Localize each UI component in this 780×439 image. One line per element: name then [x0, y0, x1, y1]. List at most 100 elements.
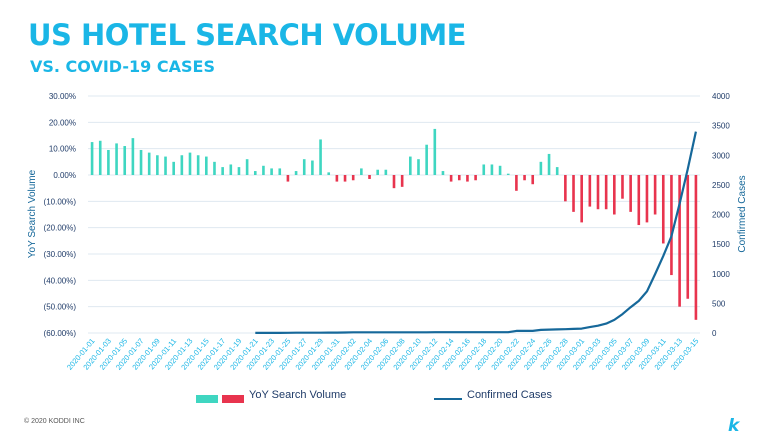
y-right-axis-label: Confirmed Cases [737, 175, 748, 252]
bar-yoy-2020-01-22 [262, 165, 265, 175]
bar-yoy-2020-03-15 [694, 175, 698, 320]
y-left-tick-label: (20.00%) [44, 224, 77, 233]
bar-yoy-2020-03-04 [604, 175, 608, 210]
bar-yoy-2020-03-06 [621, 175, 624, 199]
copyright: © 2020 KODDI INC [24, 418, 85, 425]
bar-yoy-2020-03-09 [645, 175, 649, 223]
bar-yoy-2020-02-28 [564, 175, 567, 202]
bar-series [90, 128, 698, 320]
bar-yoy-2020-02-25 [539, 161, 543, 175]
bar-yoy-2020-03-12 [670, 175, 673, 276]
bar-yoy-2020-01-23 [270, 168, 273, 175]
bar-yoy-2020-03-11 [661, 175, 665, 244]
chart-title: US HOTEL SEARCH VOLUME [28, 18, 467, 52]
bar-yoy-2020-01-06 [131, 138, 135, 175]
bar-yoy-2020-03-10 [653, 175, 657, 215]
bar-yoy-2020-03-03 [596, 175, 600, 210]
bar-yoy-2020-01-28 [311, 160, 314, 175]
bar-yoy-2020-01-18 [229, 164, 233, 175]
bar-yoy-2020-03-05 [613, 175, 616, 215]
axes: 30.00% 20.00% 10.00% 0.00% (10.00%) (20.00%) (… [27, 92, 748, 372]
bar-yoy-2020-01-05 [123, 146, 127, 175]
bar-yoy-2020-03-01 [580, 175, 583, 223]
y-right-tick-label: 4000 [712, 92, 730, 101]
bar-yoy-2020-02-07 [392, 175, 396, 189]
bar-yoy-2020-03-14 [686, 175, 690, 299]
bar-yoy-2020-01-29 [319, 139, 322, 175]
bar-yoy-2020-02-23 [523, 175, 526, 181]
bar-yoy-2020-02-03 [360, 168, 363, 175]
y-right-tick-label: 1000 [712, 270, 730, 279]
bar-yoy-2020-01-24 [278, 168, 282, 175]
legend-swatch-negative [222, 395, 244, 403]
chart-subtitle: VS. COVID-19 CASES [30, 57, 215, 76]
y-left-tick-label: 30.00% [49, 92, 76, 101]
y-right-tick-label: 2500 [712, 181, 730, 190]
bar-yoy-2020-02-01 [343, 175, 347, 182]
bar-yoy-2020-02-29 [572, 175, 575, 212]
y-left-tick-label: (40.00%) [44, 276, 77, 285]
bar-yoy-2020-03-13 [678, 175, 681, 307]
bar-yoy-2020-03-02 [588, 175, 592, 207]
bar-yoy-2020-01-16 [213, 161, 216, 175]
bar-yoy-2020-02-05 [376, 169, 379, 175]
bar-yoy-2020-02-27 [555, 167, 559, 175]
bar-yoy-2020-02-22 [515, 175, 518, 191]
bar-yoy-2020-02-08 [400, 175, 404, 187]
y-left-tick-label: 0.00% [53, 171, 76, 180]
y-left-tick-label: (50.00%) [44, 303, 77, 312]
bar-yoy-2020-02-04 [368, 175, 371, 179]
bar-yoy-2020-02-09 [409, 156, 412, 175]
bar-yoy-2020-02-12 [433, 128, 437, 175]
bar-yoy-2020-01-13 [188, 152, 192, 175]
bar-yoy-2020-03-07 [629, 175, 632, 212]
bar-yoy-2020-01-04 [115, 143, 118, 175]
y-right-tick-label: 1500 [712, 240, 730, 249]
y-left-tick-label: (60.00%) [44, 329, 77, 338]
bar-yoy-2020-01-20 [245, 159, 249, 175]
bar-yoy-2020-02-11 [425, 144, 428, 175]
legend-bar-label: YoY Search Volume [249, 389, 347, 401]
bar-yoy-2020-01-12 [180, 155, 184, 175]
y-right-tick-label: 500 [712, 299, 726, 308]
y-right-tick-label: 2000 [712, 211, 730, 220]
legend-line-swatch [434, 398, 462, 400]
bar-yoy-2020-02-24 [531, 175, 535, 185]
bar-yoy-2020-01-10 [164, 156, 167, 175]
bar-yoy-2020-02-13 [441, 171, 445, 175]
bar-yoy-2020-03-08 [637, 175, 641, 226]
koddi-logo: k [728, 416, 740, 436]
bar-yoy-2020-01-07 [139, 149, 143, 175]
bar-yoy-2020-01-03 [107, 149, 110, 175]
bar-yoy-2020-02-20 [498, 165, 502, 175]
line-series [255, 131, 697, 334]
bar-yoy-2020-02-19 [490, 164, 494, 175]
bar-yoy-2020-02-18 [482, 164, 486, 175]
bar-yoy-2020-02-17 [474, 175, 477, 181]
bar-yoy-2020-01-30 [327, 172, 331, 175]
bar-yoy-2020-02-21 [506, 173, 510, 175]
bar-yoy-2020-02-02 [351, 175, 355, 181]
bar-yoy-2020-01-19 [237, 167, 241, 175]
bar-yoy-2020-01-11 [172, 161, 175, 175]
bar-yoy-2020-01-01 [90, 142, 94, 175]
y-right-tick-label: 3500 [712, 122, 730, 131]
bar-yoy-2020-01-25 [286, 175, 290, 182]
bar-yoy-2020-01-21 [253, 171, 257, 175]
bar-yoy-2020-02-10 [417, 159, 420, 175]
bar-yoy-2020-01-14 [196, 155, 200, 175]
y-left-tick-label: 20.00% [49, 118, 76, 127]
bar-yoy-2020-02-06 [384, 169, 388, 175]
bar-yoy-2020-01-26 [294, 171, 298, 175]
bar-yoy-2020-02-15 [457, 175, 461, 181]
line-confirmed-cases [255, 131, 697, 334]
legend-line-label: Confirmed Cases [467, 389, 552, 401]
y-left-tick-label: (10.00%) [44, 197, 77, 206]
bar-yoy-2020-01-17 [221, 167, 224, 175]
y-left-axis-label: YoY Search Volume [27, 169, 38, 258]
y-right-tick-label: 3000 [712, 151, 730, 160]
bar-yoy-2020-01-31 [335, 175, 339, 182]
gridlines [88, 95, 700, 334]
bar-yoy-2020-02-14 [449, 175, 453, 182]
